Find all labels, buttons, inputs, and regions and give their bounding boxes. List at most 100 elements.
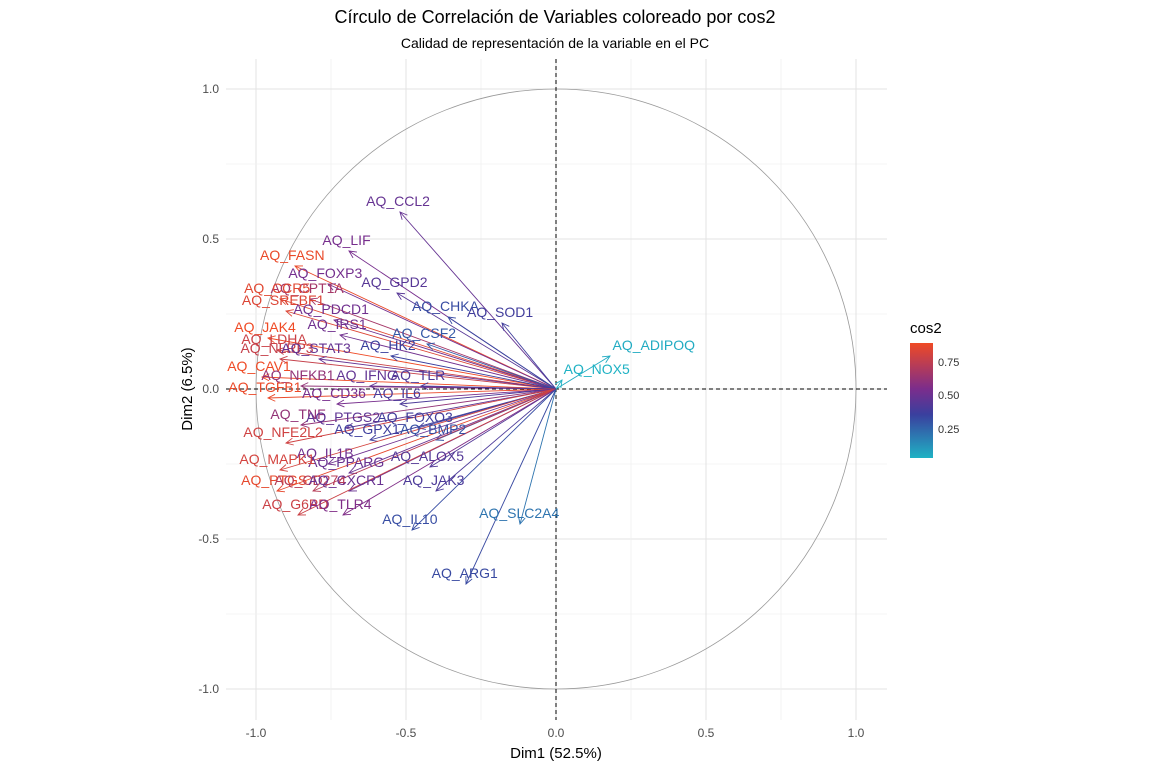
y-tick-label: 1.0 bbox=[202, 82, 219, 96]
variable-arrow bbox=[275, 347, 557, 390]
variable-label: AQ_STAT3 bbox=[281, 340, 351, 356]
variable-arrow bbox=[276, 388, 557, 493]
variable-arrow bbox=[333, 318, 557, 390]
variable-arrow bbox=[398, 388, 557, 408]
y-tick-label: 0.0 bbox=[202, 382, 219, 396]
y-tick-label: -1.0 bbox=[198, 682, 219, 696]
variable-arrow bbox=[411, 388, 557, 531]
variable-label: AQ_SREBF1 bbox=[242, 292, 325, 308]
variable-arrow bbox=[297, 388, 557, 516]
y-axis-label: Dim2 (6.5%) bbox=[179, 347, 196, 430]
variable-label: AQ_CHKA bbox=[412, 298, 480, 314]
x-tick-label: -1.0 bbox=[246, 726, 267, 740]
variable-arrow bbox=[435, 388, 557, 492]
variable-label: AQ_TLR4 bbox=[309, 496, 371, 512]
variable-label: AQ_PTGS2 bbox=[306, 409, 380, 425]
variable-arrow bbox=[554, 379, 563, 390]
variable-label: AQ_LIF bbox=[322, 232, 370, 248]
chart-subtitle: Calidad de representación de la variable… bbox=[400, 35, 710, 51]
variable-label: AQ_LDHA bbox=[241, 331, 307, 347]
variable-arrow bbox=[518, 388, 557, 525]
variable-label: AQ_ADIPOQ bbox=[613, 337, 696, 353]
y-tick-label: -0.5 bbox=[198, 532, 219, 546]
variable-label: AQ_NLRP3 bbox=[240, 340, 313, 356]
variable-arrows bbox=[260, 211, 611, 585]
x-tick-label: 0.5 bbox=[698, 726, 715, 740]
variable-arrow bbox=[284, 388, 557, 446]
variable-label: AQ_TNF bbox=[270, 406, 325, 422]
variable-label: AQ_ARG1 bbox=[432, 565, 498, 581]
variable-label: AQ_BMP2 bbox=[400, 421, 466, 437]
variable-label: AQ_CXCR1 bbox=[309, 472, 385, 488]
variable-arrow bbox=[260, 373, 557, 390]
variable-label: AQ_JAK3 bbox=[403, 472, 465, 488]
variable-arrow bbox=[426, 342, 557, 390]
variable-label: AQ_IRS1 bbox=[308, 316, 367, 332]
variable-label: AQ_NFE2L2 bbox=[243, 424, 323, 440]
variable-arrow bbox=[389, 353, 557, 390]
variable-arrow bbox=[369, 388, 557, 442]
variable-label: AQ_FOXO3 bbox=[377, 409, 453, 425]
variable-arrow bbox=[327, 388, 557, 466]
variable-label: AQ_HK2 bbox=[360, 337, 415, 353]
variable-arrow bbox=[399, 211, 557, 390]
variable-arrow bbox=[312, 388, 557, 492]
variable-label: AQ_PPARG bbox=[308, 454, 384, 470]
variable-label: AQ_IL1B bbox=[297, 445, 354, 461]
variable-label: AQ_ALOX5 bbox=[391, 448, 464, 464]
x-tick-label: -0.5 bbox=[396, 726, 417, 740]
legend-tick-label: 0.25 bbox=[938, 424, 960, 436]
variable-label: AQ_CCR5 bbox=[244, 280, 310, 296]
variable-arrow bbox=[299, 388, 557, 428]
variable-label: AQ_FOXP3 bbox=[288, 265, 362, 281]
variable-label: AQ_G6PD bbox=[262, 496, 328, 512]
variable-arrow bbox=[309, 297, 557, 390]
variable-label: AQ_CD274 bbox=[274, 472, 346, 488]
variable-label: AQ_IFNG bbox=[336, 367, 397, 383]
variable-label: AQ_MAPK1 bbox=[239, 451, 315, 467]
variable-label: AQ_GPD2 bbox=[361, 274, 427, 290]
variable-label: AQ_JAK4 bbox=[234, 319, 296, 335]
variable-arrow bbox=[327, 283, 557, 390]
variable-arrow bbox=[501, 322, 557, 390]
variable-label: AQ_CAV1 bbox=[227, 358, 291, 374]
variable-arrow bbox=[447, 316, 557, 390]
variable-label: AQ_SOD1 bbox=[467, 304, 533, 320]
variable-label: AQ_CPT1A bbox=[271, 280, 345, 296]
variable-label: AQ_SLC2A4 bbox=[479, 505, 559, 521]
variable-label: AQ_CD36 bbox=[302, 385, 366, 401]
variable-arrow bbox=[285, 309, 557, 390]
variable-arrow bbox=[419, 382, 557, 391]
variable-label: AQ_IL10 bbox=[382, 511, 437, 527]
chart-title: Círculo de Correlación de Variables colo… bbox=[334, 7, 776, 27]
x-tick-label: 0.0 bbox=[548, 726, 565, 740]
variable-label: AQ_NOX5 bbox=[564, 361, 630, 377]
variable-label: AQ_PDCD1 bbox=[293, 301, 369, 317]
variable-arrow bbox=[338, 332, 557, 390]
variable-label: AQ_IL6 bbox=[373, 385, 421, 401]
variable-arrow bbox=[335, 388, 557, 408]
variable-arrow bbox=[266, 388, 557, 402]
variable-arrow bbox=[429, 388, 557, 468]
variable-arrow bbox=[555, 355, 611, 390]
x-tick-label: 1.0 bbox=[848, 726, 865, 740]
variable-label: AQ_PTGS bbox=[241, 472, 307, 488]
variable-arrow bbox=[344, 388, 557, 431]
variable-arrow bbox=[266, 335, 557, 390]
variable-label: AQ_TLR bbox=[391, 367, 445, 383]
variable-arrow bbox=[396, 292, 557, 390]
variable-label: AQ_TGFB1 bbox=[228, 379, 301, 395]
variable-arrow bbox=[279, 297, 557, 390]
variable-arrow bbox=[342, 388, 557, 516]
variable-arrow bbox=[465, 388, 557, 585]
legend-tick-label: 0.75 bbox=[938, 357, 960, 369]
variable-label: AQ_NFKB1 bbox=[261, 367, 334, 383]
variable-label: AQ_CSF2 bbox=[392, 325, 456, 341]
variable-label: AQ_CCL2 bbox=[366, 193, 430, 209]
y-tick-label: 0.5 bbox=[202, 232, 219, 246]
x-axis-label: Dim1 (52.5%) bbox=[510, 745, 602, 762]
variable-label: AQ_FASN bbox=[260, 247, 325, 263]
legend-tick-label: 0.50 bbox=[938, 390, 960, 402]
